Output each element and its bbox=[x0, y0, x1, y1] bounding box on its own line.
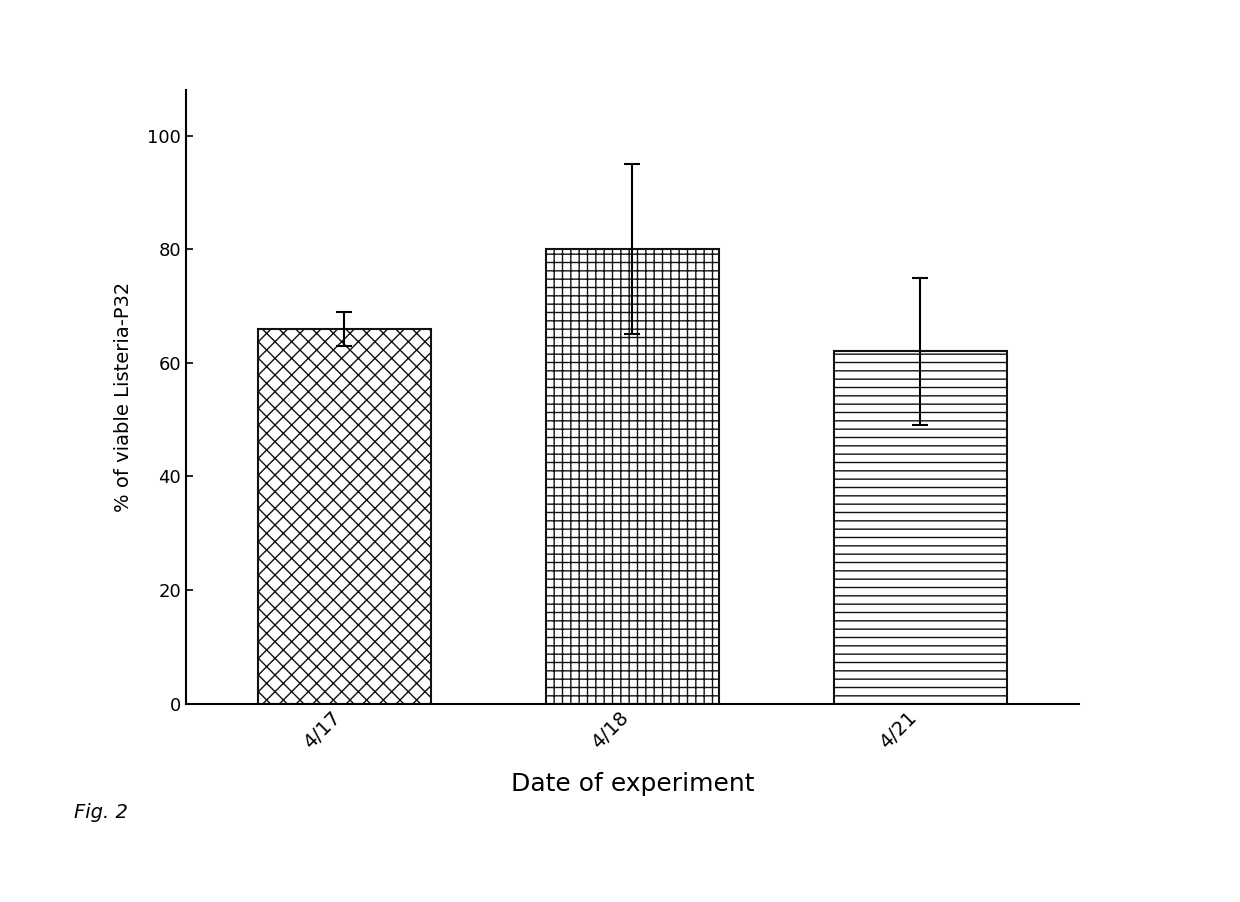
Y-axis label: % of viable Listeria-P32: % of viable Listeria-P32 bbox=[114, 281, 134, 512]
Bar bbox=[835, 352, 1007, 704]
X-axis label: Date of experiment: Date of experiment bbox=[511, 772, 754, 796]
Text: Fig. 2: Fig. 2 bbox=[74, 803, 128, 822]
Bar bbox=[546, 249, 719, 704]
Bar bbox=[258, 328, 430, 704]
